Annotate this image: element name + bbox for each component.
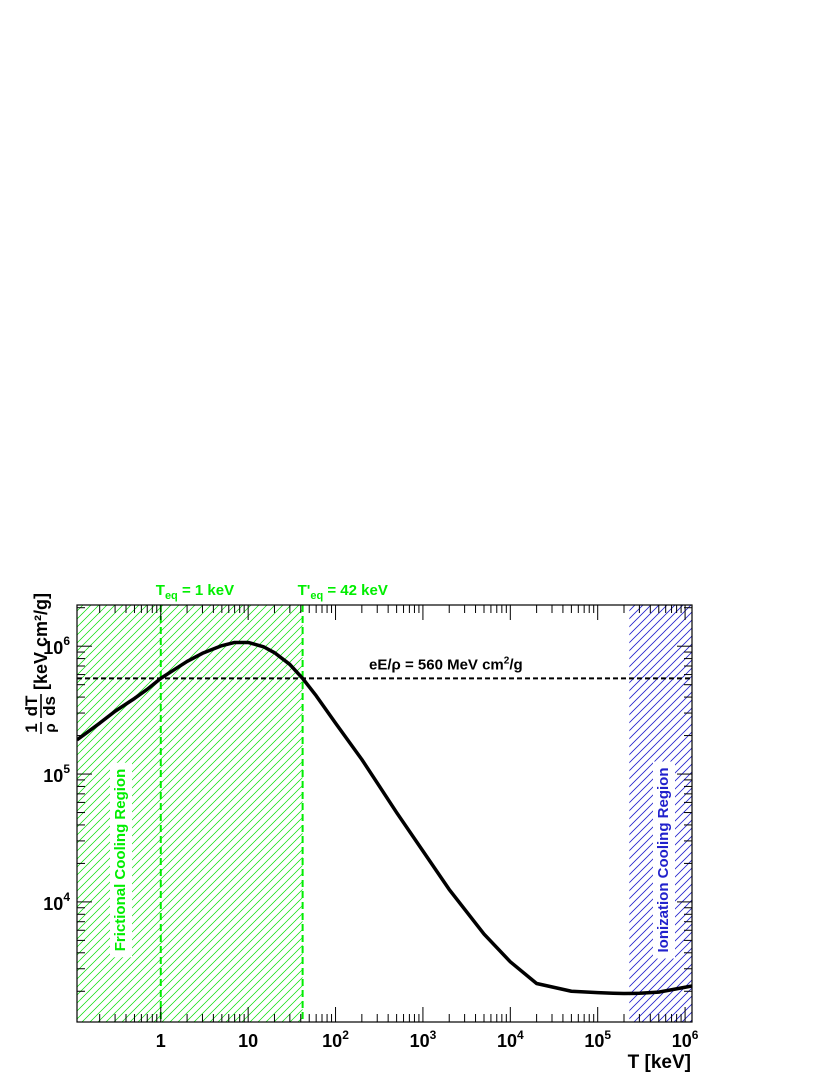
svg-text:ρ: ρ: [42, 723, 59, 732]
frictional-region-label: Frictional Cooling Region: [112, 769, 129, 952]
x-tick-label: 103: [410, 1028, 437, 1051]
y-axis-label: 1 ρ dT ds [keV cm²/g]: [22, 593, 59, 734]
teq-prime-label: T'eq = 42 keV: [298, 582, 388, 602]
x-axis-label: T [keV]: [628, 1052, 691, 1073]
x-tick-label: 102: [322, 1028, 349, 1051]
x-tick-label: 10: [238, 1031, 258, 1051]
svg-text:ds: ds: [40, 696, 59, 716]
y-tick-label: 106: [43, 634, 70, 658]
x-tick-label: 105: [584, 1028, 611, 1051]
ionization-region-label: Ionization Cooling Region: [655, 768, 672, 953]
plot-frame: [76, 604, 693, 1023]
svg-text:1: 1: [22, 723, 41, 732]
x-tick-label: 106: [672, 1028, 699, 1051]
y-tick-label: 105: [43, 762, 70, 786]
y-tick-label: 104: [43, 890, 70, 914]
frictional-region-label-background: [110, 762, 132, 958]
teq-label: Teq = 1 keV: [156, 582, 234, 602]
svg-text:dT: dT: [22, 695, 41, 716]
ionization-region-label-background: [653, 761, 675, 959]
field-line-label: eE/ρ = 560 MeV cm2/g: [369, 655, 523, 673]
x-tick-label: 1: [156, 1031, 166, 1051]
x-tick-label: 104: [497, 1028, 524, 1051]
svg-text:[keV cm²/g]: [keV cm²/g]: [31, 593, 51, 690]
series-line: [77, 640, 692, 996]
